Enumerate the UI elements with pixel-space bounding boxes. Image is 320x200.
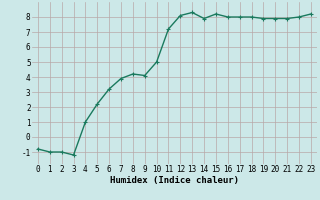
X-axis label: Humidex (Indice chaleur): Humidex (Indice chaleur) [110,176,239,185]
